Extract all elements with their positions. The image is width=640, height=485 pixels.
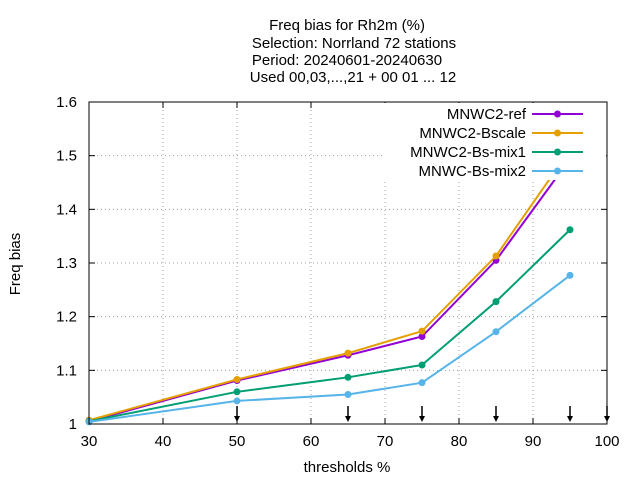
series-point-1 <box>492 252 500 260</box>
series-point-3 <box>344 390 352 398</box>
y-axis-label: Freq bias <box>7 233 24 296</box>
chart-title: Freq bias for Rh2m (%) Selection: Norrla… <box>250 17 456 86</box>
legend-label-3: MNWC-Bs-mix2 <box>419 163 526 180</box>
series-point-3 <box>566 271 574 279</box>
threshold-marker-head <box>345 416 351 422</box>
y-tick-label: 1.5 <box>56 148 77 165</box>
legend: MNWC2-ref MNWC2-Bscale MNWC2-Bs-mix1 MNWC-B… <box>383 103 606 180</box>
legend-marker-0 <box>554 110 561 118</box>
series-point-1 <box>418 327 426 335</box>
x-tick-label: 70 <box>377 433 394 450</box>
series-point-3 <box>233 397 241 405</box>
legend-label-0: MNWC2-ref <box>447 106 527 123</box>
series-point-2 <box>233 388 241 396</box>
x-tick-label: 50 <box>229 433 246 450</box>
series-point-3 <box>418 379 426 387</box>
y-tick-label: 1.6 <box>56 94 77 111</box>
x-axis-label: thresholds % <box>304 459 391 476</box>
title-line-4: Used 00,03,...,21 + 00 01 ... 12 <box>250 69 456 86</box>
series-lines <box>85 146 574 426</box>
series-point-1 <box>344 349 352 357</box>
series-point-1 <box>233 375 241 383</box>
y-tick-label: 1.2 <box>56 309 77 326</box>
x-tick-label: 40 <box>155 433 172 450</box>
legend-background <box>383 103 606 180</box>
y-tick-label: 1 <box>69 416 77 433</box>
y-tick-label: 1.4 <box>56 201 77 218</box>
legend-label-2: MNWC2-Bs-mix1 <box>410 144 526 161</box>
series-line-0 <box>88 158 571 423</box>
series-point-3 <box>492 328 500 336</box>
threshold-marker-head <box>419 416 425 422</box>
threshold-marker-head <box>493 416 499 422</box>
legend-marker-2 <box>554 148 561 156</box>
legend-marker-1 <box>554 129 561 137</box>
series-point-2 <box>344 373 352 381</box>
series-point-2 <box>492 298 500 306</box>
x-tick-label: 90 <box>525 433 542 450</box>
title-line-1: Freq bias for Rh2m (%) <box>269 17 425 34</box>
series-point-2 <box>418 361 426 369</box>
y-tick-label: 1.3 <box>56 255 77 272</box>
x-tick-label: 60 <box>303 433 320 450</box>
legend-marker-3 <box>554 167 561 175</box>
series-line-1 <box>88 149 571 422</box>
threshold-marker-head <box>234 416 240 422</box>
threshold-markers <box>234 406 610 422</box>
plot-frame <box>88 101 608 425</box>
y-tick-label: 1.1 <box>56 362 77 379</box>
x-tick-label: 100 <box>594 433 619 450</box>
series-point-0 <box>418 333 426 341</box>
series-line-3 <box>88 274 571 423</box>
title-line-2: Selection: Norrland 72 stations <box>252 35 456 52</box>
x-tick-label: 80 <box>451 433 468 450</box>
series-line-2 <box>88 229 571 423</box>
threshold-marker-head <box>567 416 573 422</box>
axis-ticks: 30 40 50 60 70 80 90 100 1 1.1 1.2 1.3 1.4 1.5 1.6 <box>56 94 619 450</box>
series-point-2 <box>566 226 574 234</box>
title-line-3: Period: 20240601-20240630 <box>252 52 442 69</box>
x-tick-label: 30 <box>81 433 98 450</box>
legend-label-1: MNWC2-Bscale <box>419 125 526 142</box>
